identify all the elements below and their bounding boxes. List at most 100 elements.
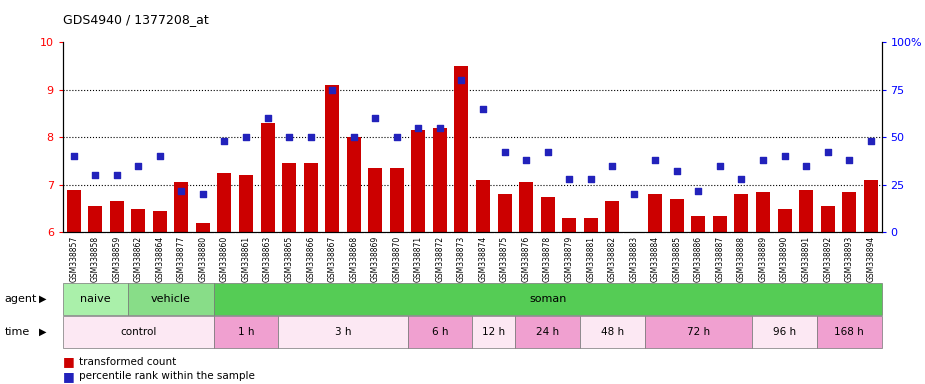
Bar [389, 168, 404, 232]
Bar [540, 197, 555, 232]
Text: 1 h: 1 h [238, 327, 254, 337]
Text: GSM338894: GSM338894 [866, 235, 875, 282]
Text: GSM338872: GSM338872 [436, 235, 444, 282]
Bar [214, 283, 882, 315]
Point [131, 163, 146, 169]
Text: 72 h: 72 h [687, 327, 710, 337]
Bar [412, 130, 426, 232]
Point [303, 134, 318, 141]
Bar [128, 283, 214, 315]
Point [584, 176, 598, 182]
Text: GSM338893: GSM338893 [845, 235, 854, 282]
Bar [842, 192, 857, 232]
Bar [820, 206, 834, 232]
Text: GSM338862: GSM338862 [134, 235, 142, 282]
Text: GSM338884: GSM338884 [651, 235, 660, 282]
Text: GSM338886: GSM338886 [694, 235, 703, 282]
Text: GSM338885: GSM338885 [672, 235, 682, 282]
Text: ▶: ▶ [39, 294, 46, 304]
Text: percentile rank within the sample: percentile rank within the sample [79, 371, 254, 381]
Text: GSM338887: GSM338887 [715, 235, 724, 282]
Bar [473, 316, 515, 348]
Text: 12 h: 12 h [482, 327, 505, 337]
Bar [756, 192, 770, 232]
Bar [347, 137, 361, 232]
Bar [817, 316, 882, 348]
Bar [63, 316, 214, 348]
Text: GSM338861: GSM338861 [241, 235, 251, 282]
Bar [584, 218, 598, 232]
Bar [217, 173, 231, 232]
Text: GSM338877: GSM338877 [177, 235, 186, 282]
Text: GSM338864: GSM338864 [155, 235, 165, 282]
Bar [648, 194, 662, 232]
Point [798, 163, 813, 169]
Text: ▶: ▶ [39, 327, 46, 337]
Bar [261, 123, 275, 232]
Text: GDS4940 / 1377208_at: GDS4940 / 1377208_at [63, 13, 209, 26]
Point [195, 191, 210, 197]
Bar [196, 223, 210, 232]
Point [411, 125, 426, 131]
Text: GSM338873: GSM338873 [457, 235, 466, 282]
Point [605, 163, 620, 169]
Point [691, 187, 706, 194]
Point [368, 115, 383, 121]
Bar [110, 202, 124, 232]
Text: GSM338882: GSM338882 [608, 235, 617, 281]
Text: ■: ■ [63, 370, 75, 383]
Text: 6 h: 6 h [432, 327, 448, 337]
Bar [63, 283, 128, 315]
Bar [515, 316, 580, 348]
Text: naive: naive [80, 294, 110, 304]
Bar [645, 316, 752, 348]
Text: GSM338863: GSM338863 [263, 235, 272, 282]
Bar [498, 194, 512, 232]
Point [842, 157, 857, 163]
Point [497, 149, 512, 156]
Point [648, 157, 662, 163]
Text: 48 h: 48 h [600, 327, 623, 337]
Text: GSM338874: GSM338874 [478, 235, 487, 282]
Bar [864, 180, 878, 232]
Point [174, 187, 189, 194]
Bar [131, 209, 145, 232]
Point [282, 134, 297, 141]
Text: GSM338859: GSM338859 [112, 235, 121, 282]
Text: GSM338860: GSM338860 [220, 235, 229, 282]
Bar [454, 66, 468, 232]
Bar [778, 209, 792, 232]
Text: 24 h: 24 h [536, 327, 560, 337]
Point [519, 157, 534, 163]
Point [670, 169, 684, 175]
Text: 3 h: 3 h [335, 327, 352, 337]
Point [109, 172, 124, 178]
Text: ■: ■ [63, 355, 75, 368]
Point [454, 77, 469, 83]
Text: GSM338889: GSM338889 [758, 235, 768, 282]
Text: GSM338870: GSM338870 [392, 235, 401, 282]
Bar [282, 164, 296, 232]
Text: GSM338866: GSM338866 [306, 235, 315, 282]
Text: GSM338868: GSM338868 [350, 235, 358, 282]
Point [540, 149, 555, 156]
Point [712, 163, 727, 169]
Point [475, 106, 490, 112]
Point [433, 125, 448, 131]
Bar [562, 218, 576, 232]
Text: vehicle: vehicle [151, 294, 191, 304]
Text: GSM338880: GSM338880 [199, 235, 207, 282]
Bar [476, 180, 490, 232]
Bar [67, 190, 80, 232]
Text: GSM338879: GSM338879 [564, 235, 574, 282]
Point [863, 138, 878, 144]
Point [734, 176, 749, 182]
Point [626, 191, 641, 197]
Point [389, 134, 404, 141]
Text: GSM338878: GSM338878 [543, 235, 552, 282]
Point [756, 157, 771, 163]
Text: GSM338871: GSM338871 [413, 235, 423, 282]
Text: GSM338865: GSM338865 [285, 235, 293, 282]
Bar [734, 194, 748, 232]
Bar [368, 168, 382, 232]
